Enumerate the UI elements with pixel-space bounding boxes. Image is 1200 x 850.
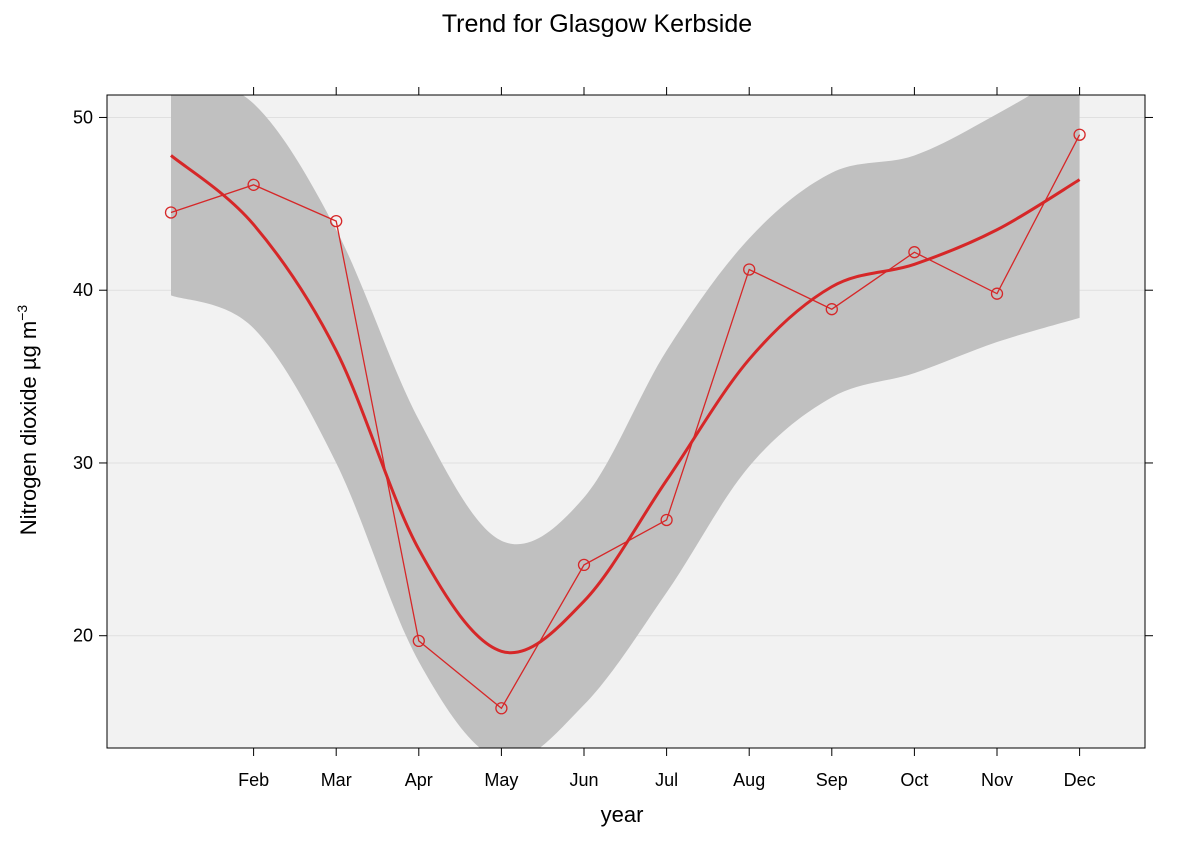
y-tick-label-20: 20 [73,626,93,646]
data-point-may [495,702,508,715]
x-tick-label-sep: Sep [816,770,848,790]
x-tick-label-oct: Oct [900,770,928,790]
data-point-nov [990,287,1004,300]
x-tick-label-feb: Feb [238,770,269,790]
y-axis-label-main: Nitrogen dioxide µg m [16,321,41,535]
x-tick-label-aug: Aug [733,770,765,790]
x-tick-label-jul: Jul [655,770,678,790]
data-point-jul [660,513,673,527]
x-axis-label: year [601,802,644,827]
confidence-band [171,95,1080,748]
plot-frame [106,94,1146,749]
x-tick-label-dec: Dec [1064,770,1096,790]
data-point-jun [577,558,591,572]
y-tick-label-30: 30 [73,453,93,473]
data-point-apr [412,634,425,648]
chart-title: Trend for Glasgow Kerbside [442,10,752,38]
x-tick-label-jun: Jun [569,770,598,790]
data-point-dec [1073,128,1086,141]
data-point-feb [247,178,260,191]
y-axis: 20 30 40 50 [73,107,1153,646]
y-tick-label-50: 50 [73,107,93,127]
smooth-trend-line [170,154,1081,655]
x-axis: Feb Mar Apr May Jun Jul Aug Sep Oct Nov Dec [238,87,1096,790]
data-points [164,128,1086,715]
x-tick-label-nov: Nov [981,770,1013,790]
data-point-sep [825,303,838,316]
y-axis-label: Nitrogen dioxide µg m−3 [14,305,41,536]
y-tick-label-40: 40 [73,280,93,300]
x-tick-label-apr: Apr [405,770,433,790]
data-point-mar [330,214,343,228]
data-point-oct [908,246,921,259]
y-axis-label-superscript: −3 [14,305,30,321]
x-tick-label-mar: Mar [321,770,352,790]
x-tick-label-may: May [484,770,518,790]
data-point-aug [743,263,756,276]
data-point-jan [164,206,178,219]
